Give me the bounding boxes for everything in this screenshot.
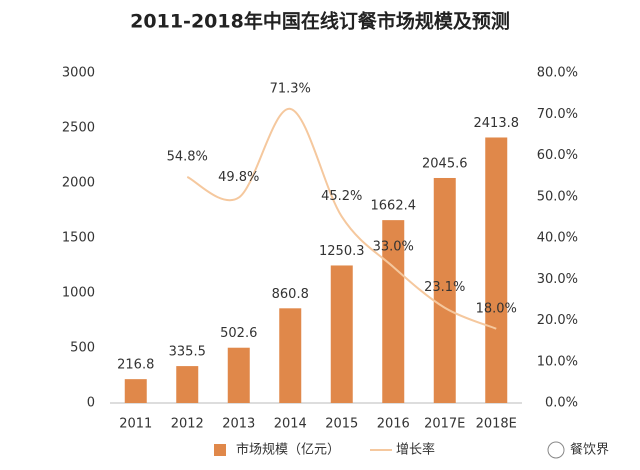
y-tick-label: 0 [87, 396, 95, 411]
data-label: 502.6 [220, 326, 257, 341]
y2-tick-label: 80.0% [537, 66, 578, 81]
data-label: 860.8 [272, 287, 309, 302]
x-tick-label: 2015 [325, 417, 358, 432]
data-label: 18.0% [476, 301, 517, 316]
y2-tick-label: 10.0% [537, 354, 578, 369]
x-tick-label: 2011 [119, 417, 152, 432]
legend-label: 市场规模（亿元） [236, 442, 340, 458]
bar [433, 177, 456, 403]
y2-tick-label: 20.0% [537, 313, 578, 328]
legend-label: 增长率 [396, 442, 435, 458]
bar [124, 379, 147, 403]
bar [485, 137, 508, 403]
y2-tick-label: 70.0% [537, 107, 578, 122]
y2-tick-label: 50.0% [537, 189, 578, 204]
data-label: 1662.4 [371, 199, 417, 214]
x-tick-label: 2013 [222, 417, 255, 432]
data-label: 216.8 [117, 358, 154, 373]
data-label: 71.3% [270, 81, 311, 96]
y-tick-label: 1500 [62, 231, 95, 246]
y2-tick-label: 0.0% [545, 396, 578, 411]
bar [382, 220, 405, 403]
data-label: 335.5 [169, 345, 206, 360]
line [186, 107, 497, 330]
y-tick-label: 500 [70, 341, 95, 356]
bar [227, 347, 250, 403]
x-tick-label: 2016 [377, 417, 410, 432]
data-label: 49.8% [218, 170, 259, 185]
x-tick-label: 2014 [274, 417, 307, 432]
data-label: 23.1% [424, 280, 465, 295]
y2-tick-label: 30.0% [537, 272, 578, 287]
data-label: 2413.8 [474, 116, 520, 131]
data-label: 45.2% [321, 189, 362, 204]
bar [279, 308, 302, 403]
y-tick-label: 3000 [62, 66, 95, 81]
logo-icon [547, 441, 565, 459]
legend-swatch [214, 444, 226, 456]
bar [176, 366, 199, 403]
y2-tick-label: 40.0% [537, 231, 578, 246]
data-label: 2045.6 [422, 156, 468, 171]
y-tick-label: 1000 [62, 286, 95, 301]
y-tick-label: 2500 [62, 121, 95, 136]
x-tick-label: 2017E [424, 417, 465, 432]
data-label: 1250.3 [319, 244, 365, 259]
x-tick-label: 2018E [476, 417, 517, 432]
chart-title: 2011-2018年中国在线订餐市场规模及预测 [130, 10, 510, 33]
data-label: 54.8% [167, 149, 208, 164]
data-label: 33.0% [373, 239, 414, 254]
y-tick-label: 2000 [62, 176, 95, 191]
bar [330, 265, 353, 403]
source-logo: 餐饮界 [570, 442, 609, 458]
x-tick-label: 2012 [171, 417, 204, 432]
y2-tick-label: 60.0% [537, 148, 578, 163]
